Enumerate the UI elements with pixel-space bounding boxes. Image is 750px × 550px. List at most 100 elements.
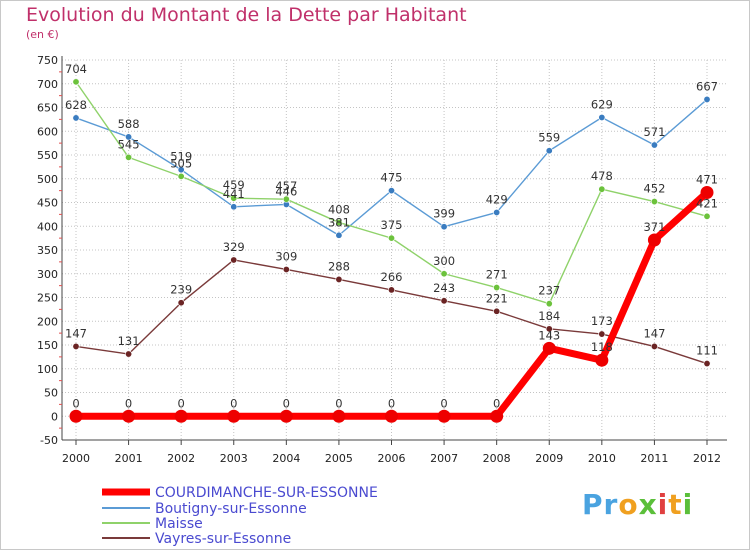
data-point	[282, 265, 290, 273]
data-label: 288	[328, 259, 350, 273]
data-label: 571	[643, 125, 665, 139]
data-label: 147	[65, 326, 87, 340]
y-tick-label: 700	[37, 78, 58, 91]
data-label: 429	[486, 192, 508, 206]
data-point	[650, 141, 658, 149]
data-point	[177, 299, 185, 307]
data-point	[703, 95, 711, 103]
data-point	[125, 153, 133, 161]
data-label: 221	[486, 291, 508, 305]
y-tick-label: 100	[37, 363, 58, 376]
data-label: 147	[643, 326, 665, 340]
data-label: 0	[283, 396, 290, 410]
data-point	[72, 342, 80, 350]
legend: COURDIMANCHE-SUR-ESSONNEBoutigny-sur-Ess…	[102, 485, 378, 547]
x-tick-label: 2011	[640, 452, 668, 465]
series-layer	[69, 78, 714, 423]
data-point	[174, 409, 188, 423]
x-tick-label: 2010	[588, 452, 616, 465]
data-label: 452	[643, 182, 665, 196]
y-tick-label: 550	[37, 149, 58, 162]
logo-letter: r	[603, 488, 619, 521]
data-label: 0	[388, 396, 395, 410]
x-tick-label: 2002	[167, 452, 195, 465]
data-label: 441	[223, 187, 245, 201]
data-label: 0	[125, 396, 132, 410]
y-tick-label: 300	[37, 268, 58, 281]
data-label: 519	[170, 150, 192, 164]
data-point	[598, 113, 606, 121]
data-label: 243	[433, 281, 455, 295]
y-tick-label: 750	[37, 54, 58, 67]
data-point	[595, 353, 609, 367]
legend-label: COURDIMANCHE-SUR-ESSONNE	[155, 485, 378, 501]
data-label: 0	[493, 396, 500, 410]
data-label: 266	[381, 270, 403, 284]
data-point	[227, 409, 241, 423]
data-point	[387, 286, 395, 294]
data-point	[177, 172, 185, 180]
data-label: 0	[72, 396, 79, 410]
data-point	[335, 231, 343, 239]
data-label: 628	[65, 98, 87, 112]
data-point	[385, 409, 398, 423]
data-label: 111	[696, 344, 718, 358]
y-tick-label: 150	[37, 339, 58, 352]
grid	[62, 59, 727, 441]
data-label: 371	[643, 220, 665, 234]
data-label: 237	[538, 284, 560, 298]
data-label: 459	[223, 178, 245, 192]
y-tick-label: 0	[51, 410, 58, 423]
data-point	[650, 198, 658, 206]
y-tick-label: 250	[37, 292, 58, 305]
data-label: 545	[118, 137, 140, 151]
data-point	[440, 270, 448, 278]
x-tick-label: 2000	[62, 452, 90, 465]
y-tick-label: 500	[37, 173, 58, 186]
x-tick-label: 2007	[430, 452, 458, 465]
data-point	[335, 275, 343, 283]
data-point	[598, 185, 606, 193]
data-label: 629	[591, 97, 613, 111]
data-label: 381	[328, 215, 350, 229]
y-tick-label: 350	[37, 244, 58, 257]
proxiti-logo: Proxiti	[582, 488, 693, 521]
y-tick-label: 450	[37, 197, 58, 210]
data-point	[700, 186, 714, 200]
y-tick-label: -50	[40, 434, 58, 447]
data-point	[703, 212, 711, 220]
data-label: 271	[486, 268, 508, 282]
data-label: 588	[118, 117, 140, 131]
y-tick-label: 50	[44, 387, 58, 400]
data-label: 408	[328, 202, 350, 216]
data-label: 143	[538, 328, 560, 342]
logo-letter: t	[668, 488, 683, 521]
x-tick-label: 2005	[325, 452, 353, 465]
data-label: 0	[335, 396, 342, 410]
axes: -50 0 50 100 150 200 250 300 350 400 450 500 550 600 6…	[37, 54, 727, 465]
y-tick-label: 400	[37, 220, 58, 233]
y-tick-label: 200	[37, 315, 58, 328]
data-point	[230, 203, 238, 211]
data-point	[279, 409, 293, 423]
chart-subtitle: (en €)	[26, 28, 59, 41]
data-point	[387, 187, 395, 195]
data-point	[545, 300, 553, 308]
data-point	[598, 330, 606, 338]
data-label: 329	[223, 240, 245, 254]
logo-letter: o	[618, 488, 639, 521]
data-label: 667	[696, 79, 718, 93]
data-point	[647, 233, 661, 247]
x-tick-label: 2009	[535, 452, 563, 465]
data-point	[387, 234, 395, 242]
data-label: 184	[538, 309, 560, 323]
data-label: 0	[178, 396, 185, 410]
x-tick-label: 2003	[220, 452, 248, 465]
legend-label: Maisse	[155, 516, 203, 532]
data-point	[542, 341, 556, 355]
data-point	[335, 218, 343, 226]
data-label: 475	[381, 171, 403, 185]
data-label: 309	[275, 249, 297, 263]
data-label: 421	[696, 196, 718, 210]
data-point	[440, 223, 448, 231]
